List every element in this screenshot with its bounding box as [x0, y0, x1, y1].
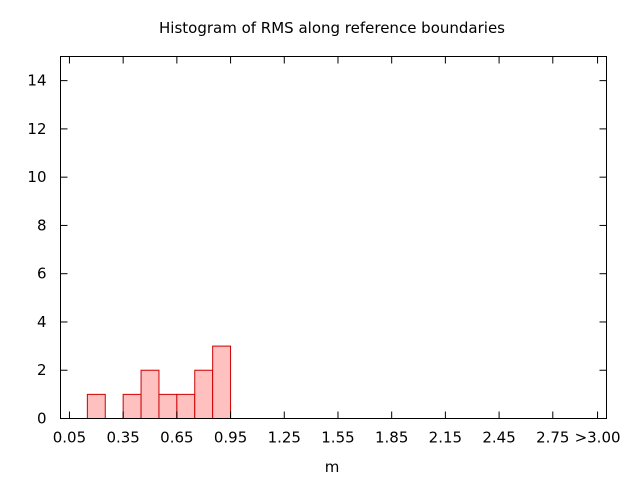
histogram-bar-1 [122, 393, 142, 420]
bars-layer [86, 345, 232, 420]
x-tick-label: 0.05 [53, 429, 86, 447]
x-tick-label: 0.35 [106, 429, 139, 447]
histogram-bar-0 [86, 393, 106, 420]
x-tick-label: >3.00 [575, 429, 621, 447]
x-tick-label: 0.95 [214, 429, 247, 447]
histogram-bar-4 [176, 393, 196, 420]
x-tick-label: 2.75 [536, 429, 569, 447]
x-tick-label: 2.45 [482, 429, 515, 447]
x-tick-label: 1.85 [375, 429, 408, 447]
y-tick-label: 14 [27, 72, 46, 90]
histogram-bar-3 [158, 393, 178, 420]
x-tick-label: 1.25 [268, 429, 301, 447]
y-tick-label: 6 [37, 265, 47, 283]
ticks-layer: 0 2 4 6 8 10 12 14 0.05 0.35 0.65 0.95 1.25 1.55 1.85 2… [27, 56, 621, 447]
y-tick-label: 4 [37, 313, 47, 331]
y-tick-label: 8 [37, 216, 47, 234]
y-tick-label: 0 [37, 410, 47, 428]
plot-frame [60, 56, 607, 419]
y-tick-label: 12 [27, 120, 46, 138]
x-tick-label: 0.65 [160, 429, 193, 447]
y-tick-label: 10 [27, 168, 46, 186]
x-axis-label: m [325, 458, 340, 476]
histogram-bar-5 [194, 369, 214, 420]
x-tick-label: 1.55 [321, 429, 354, 447]
chart-title: Histogram of RMS along reference boundar… [159, 19, 505, 37]
histogram-bar-2 [140, 369, 160, 420]
x-tick-label: 2.15 [429, 429, 462, 447]
histogram-bar-6 [212, 345, 232, 420]
y-tick-label: 2 [37, 361, 47, 379]
